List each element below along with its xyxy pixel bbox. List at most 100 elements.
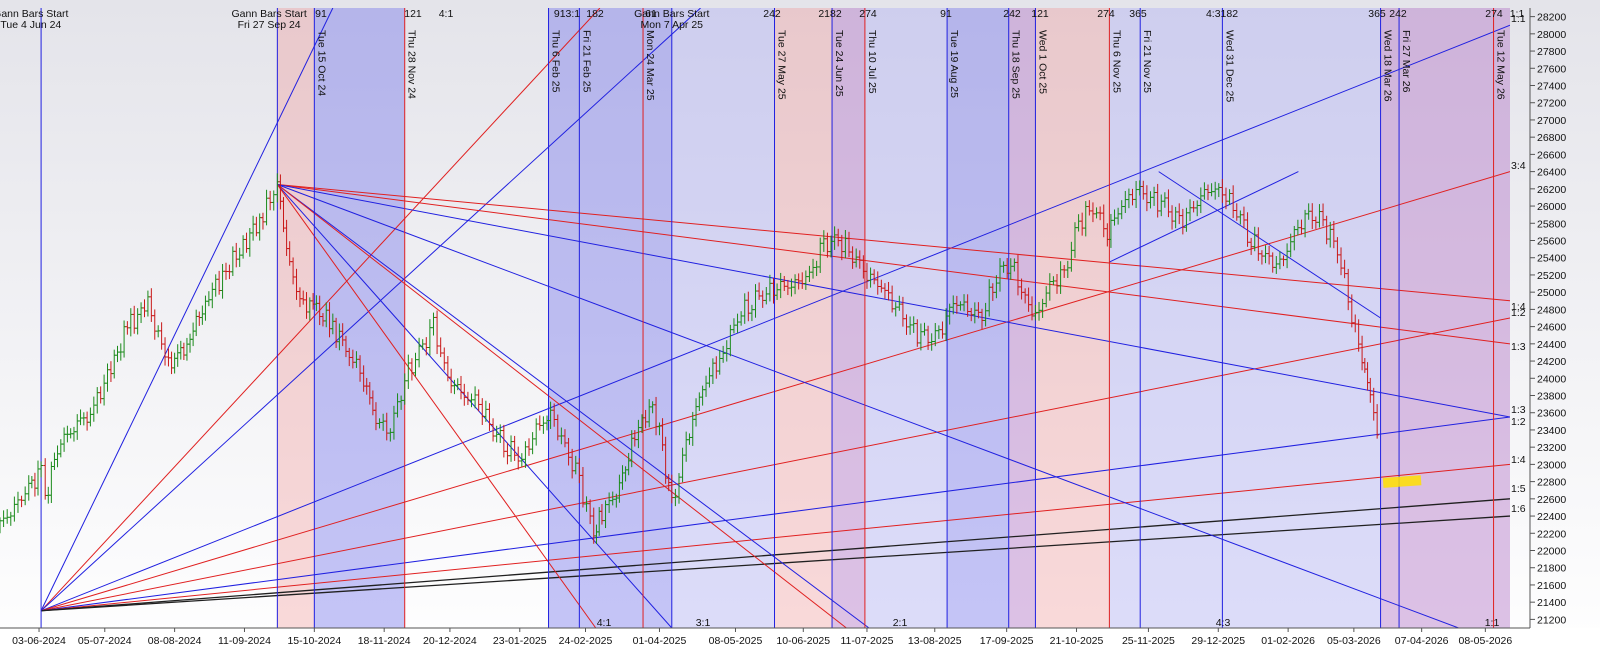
right-ratio-label: 1:4 <box>1511 301 1526 313</box>
gann-fan-line <box>1158 171 1381 319</box>
right-ratio-label: 1:1 <box>1511 13 1526 25</box>
price-tick-label: 25800 <box>1537 218 1566 230</box>
price-tick-label: 27200 <box>1537 98 1566 110</box>
price-tick-label: 22200 <box>1537 528 1566 540</box>
date-tick-label: 10-06-2025 <box>776 635 830 647</box>
price-tick-label: 21800 <box>1537 563 1566 575</box>
vertical-line-label: Fri 21 Nov 25 <box>1141 30 1153 93</box>
gann-fan-line <box>276 184 673 628</box>
gann-fan-line <box>277 184 847 628</box>
right-ratio-label: 3:4 <box>1511 160 1526 172</box>
vertical-line-label: Mon 24 Mar 25 <box>644 30 656 101</box>
bottom-ratio-label: 4:1 <box>597 617 612 629</box>
date-tick-label: 21-10-2025 <box>1050 635 1104 647</box>
price-tick-label: 27400 <box>1537 81 1566 93</box>
date-axis: 03-06-2024 05-07-2024 08-08-2024 11-09-2024… <box>0 627 1600 665</box>
gann-start-label: Gann Bars Start <box>634 8 709 20</box>
gann-start-date: Tue 4 Jun 24 <box>0 19 61 31</box>
vertical-line-label: Wed 18 Mar 26 <box>1382 30 1394 102</box>
date-tick-label: 25-11-2025 <box>1122 635 1175 647</box>
vertical-line-label: Tue 19 Aug 25 <box>948 30 960 98</box>
shaded-band <box>864 8 948 628</box>
price-tick-label: 27800 <box>1537 46 1566 58</box>
bottom-ratio-label: 3:1 <box>696 617 711 629</box>
vertical-time-lines: Tue 15 Oct 24 Thu 28 Nov 24 Thu 6 Feb 25 Fr… <box>40 8 1507 628</box>
price-tick-label: 27600 <box>1537 63 1566 75</box>
top-ratio-label: 365 <box>1368 8 1386 20</box>
date-axis-bg <box>0 628 1600 665</box>
shaded-band <box>277 8 315 628</box>
top-ratio-label: 91 <box>315 8 327 20</box>
price-tick-label: 21600 <box>1537 580 1566 592</box>
bottom-ratio-label: 2:1 <box>893 617 908 629</box>
shaded-band <box>1380 8 1510 628</box>
date-tick-label: 03-06-2024 <box>12 635 66 647</box>
top-ratio-label: 242 <box>1003 8 1021 20</box>
date-tick-label: 05-07-2024 <box>78 635 132 647</box>
top-ratio-label: 182 <box>586 8 604 20</box>
gann-fan-line <box>41 515 1510 612</box>
price-tick-label: 22800 <box>1537 477 1566 489</box>
top-ratio-label: 242 <box>763 8 781 20</box>
vertical-line-label: Thu 10 Jul 25 <box>866 30 878 94</box>
shaded-band <box>548 8 580 628</box>
gann-fan-line <box>40 8 601 612</box>
top-ratio-label: 121 <box>1031 8 1049 20</box>
top-ratio-label: 2182 <box>818 8 842 20</box>
date-tick-label: 18-11-2024 <box>358 635 411 647</box>
price-tick-label: 26400 <box>1537 167 1566 179</box>
price-tick-label: 26200 <box>1537 184 1566 196</box>
shaded-band <box>947 8 1009 628</box>
vertical-line-label: Tue 12 May 26 <box>1495 30 1507 100</box>
top-ratio-label: 242 <box>1389 8 1407 20</box>
date-tick-label: 08-05-2025 <box>709 635 763 647</box>
shaded-bands <box>277 8 1510 628</box>
gann-fan-line <box>1109 171 1299 263</box>
right-ratio-label: 1:2 <box>1511 416 1526 428</box>
price-tick-label: 22000 <box>1537 546 1566 558</box>
price-tick-label: 26600 <box>1537 149 1566 161</box>
vertical-line-label: Wed 31 Dec 25 <box>1223 30 1235 102</box>
shaded-band <box>1109 8 1381 628</box>
price-tick-label: 24200 <box>1537 356 1566 368</box>
date-tick-label: 24-02-2025 <box>559 635 613 647</box>
vertical-line-label: Tue 27 May 25 <box>776 30 788 100</box>
date-tick-label: 11-09-2024 <box>218 635 271 647</box>
vertical-line-label: Tue 24 Jun 25 <box>833 30 845 97</box>
right-ratio-label: 1:4 <box>1511 454 1526 466</box>
vertical-line-label: Tue 15 Oct 24 <box>315 30 327 96</box>
date-tick-label: 17-09-2025 <box>980 635 1034 647</box>
shaded-band <box>1035 8 1110 628</box>
price-tick-label: 27000 <box>1537 115 1566 127</box>
top-ratio-label: 4:1 <box>439 8 454 20</box>
bottom-ratio-label: 1:1 <box>1485 617 1500 629</box>
top-ratio-label: 274 <box>1097 8 1115 20</box>
price-tick-label: 25600 <box>1537 236 1566 248</box>
date-tick-label: 08-08-2024 <box>148 635 202 647</box>
price-tick-label: 25400 <box>1537 253 1566 265</box>
price-bars <box>0 173 1380 545</box>
price-tick-label: 24600 <box>1537 322 1566 334</box>
gann-fan-line <box>277 184 1510 302</box>
gann-start-date: Mon 7 Apr 25 <box>641 19 704 31</box>
vertical-line-label: Thu 28 Nov 24 <box>406 30 418 99</box>
price-tick-label: 21400 <box>1537 597 1566 609</box>
price-tick-label: 21200 <box>1537 614 1566 626</box>
top-ratio-label: 4:3182 <box>1206 8 1238 20</box>
top-ratio-label: 61 <box>645 8 657 20</box>
top-ratio-label: 365 <box>1129 8 1147 20</box>
top-ratio-label: 91 <box>940 8 952 20</box>
gann-fan-line <box>276 184 597 628</box>
vertical-line-label: Fri 21 Feb 25 <box>580 30 592 93</box>
top-ratio-label: 121 <box>404 8 422 20</box>
price-tick-label: 26800 <box>1537 132 1566 144</box>
price-tick-label: 25200 <box>1537 270 1566 282</box>
date-tick-label: 07-04-2026 <box>1395 635 1449 647</box>
gann-fan-line <box>277 184 1510 345</box>
vertical-line-label: Thu 18 Sep 25 <box>1010 30 1022 99</box>
price-tick-label: 28000 <box>1537 29 1566 41</box>
gann-fan-line <box>40 8 334 611</box>
